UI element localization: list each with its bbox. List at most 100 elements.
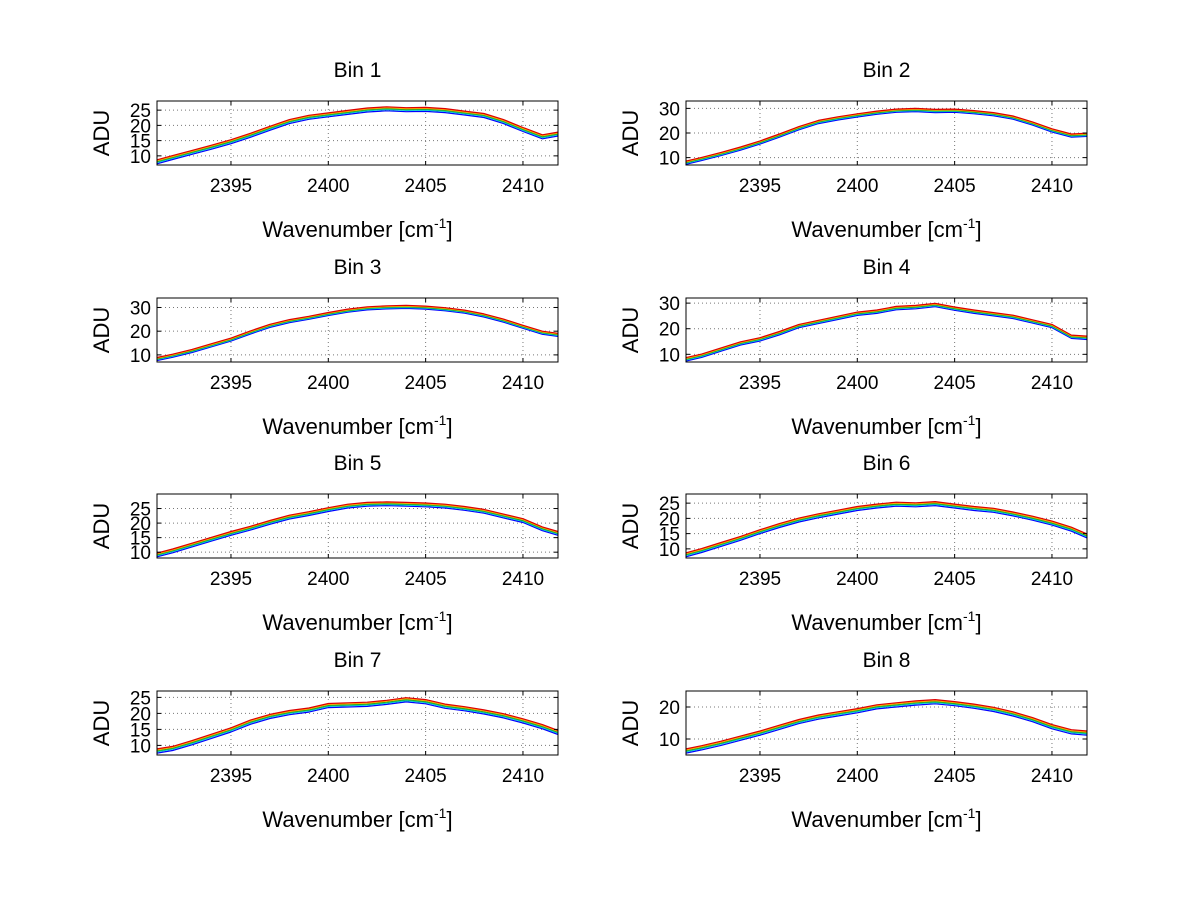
series-line-4 (685, 699, 1088, 751)
y-tick-label: 30 (659, 294, 680, 315)
y-tick-label: 20 (659, 509, 680, 530)
x-tick-label: 2410 (502, 766, 544, 787)
series-line-4 (685, 108, 1088, 163)
y-axis-label: ADU (89, 110, 114, 156)
y-tick-label: 25 (130, 500, 151, 521)
y-tick-label: 10 (130, 543, 151, 564)
series-line-5 (156, 501, 559, 554)
x-axis-label: Wavenumber [cm-1] (262, 805, 452, 832)
x-tick-label: 2405 (933, 766, 975, 787)
panel-3: 2395 2400 2405 2410 10 20 30 Bin 3 Wavenumber [c… (89, 256, 559, 439)
series-line-2 (156, 503, 559, 557)
y-tick-label: 25 (659, 494, 680, 515)
series-line-3 (156, 306, 559, 360)
y-tick-label: 20 (659, 698, 680, 719)
panel-title: Bin 3 (334, 256, 382, 279)
axes-frame (685, 493, 1088, 559)
x-axis-label: Wavenumber [cm-1] (262, 608, 452, 635)
panel-title: Bin 4 (863, 256, 911, 279)
x-tick-label: 2395 (739, 569, 781, 590)
series-line-3 (156, 107, 559, 163)
x-tick-label: 2405 (933, 373, 975, 394)
series-line-3 (685, 502, 1088, 556)
x-tick-label: 2395 (739, 373, 781, 394)
x-tick-label: 2400 (836, 373, 878, 394)
series-line-4 (156, 305, 559, 359)
panel-title: Bin 8 (863, 649, 911, 672)
panel-title: Bin 7 (334, 649, 382, 672)
x-tick-label: 2405 (933, 176, 975, 197)
series-line-2 (685, 503, 1088, 557)
series-line-5 (685, 107, 1088, 162)
series-line-3 (685, 304, 1088, 360)
x-tick-label: 2410 (502, 373, 544, 394)
y-tick-label: 15 (130, 529, 151, 550)
x-tick-label: 2400 (307, 766, 349, 787)
y-tick-label: 25 (130, 101, 151, 122)
axes-frame (156, 100, 559, 166)
series-line-5 (156, 106, 559, 161)
x-tick-label: 2410 (1031, 176, 1073, 197)
y-tick-label: 25 (130, 688, 151, 709)
x-tick-label: 2395 (210, 176, 252, 197)
axes-frame (685, 690, 1088, 756)
series-line-4 (156, 107, 559, 162)
series-line-1 (156, 701, 559, 754)
x-tick-label: 2400 (836, 766, 878, 787)
series-line-1 (685, 505, 1088, 558)
series-line-3 (156, 503, 559, 556)
y-tick-label: 10 (130, 736, 151, 757)
x-tick-label: 2395 (210, 569, 252, 590)
x-tick-label: 2400 (307, 373, 349, 394)
y-tick-label: 15 (130, 132, 151, 153)
x-axis-label: Wavenumber [cm-1] (262, 215, 452, 242)
series-line-3 (156, 698, 559, 752)
series-line-5 (685, 501, 1088, 554)
x-tick-label: 2395 (210, 766, 252, 787)
panel-2: 2395 2400 2405 2410 10 20 30 Bin 2 Wavenumber [c… (618, 59, 1088, 242)
series-line-2 (156, 699, 559, 753)
series-line-5 (685, 698, 1088, 750)
x-tick-label: 2405 (404, 176, 446, 197)
x-tick-label: 2395 (210, 373, 252, 394)
x-tick-label: 2395 (739, 766, 781, 787)
y-axis-label: ADU (89, 307, 114, 353)
series-line-1 (156, 110, 559, 165)
y-tick-label: 10 (130, 147, 151, 168)
x-tick-label: 2410 (502, 176, 544, 197)
x-tick-label: 2405 (404, 766, 446, 787)
y-axis-label: ADU (618, 307, 643, 353)
y-tick-label: 20 (130, 116, 151, 137)
x-tick-label: 2400 (836, 176, 878, 197)
x-tick-label: 2410 (502, 569, 544, 590)
panel-title: Bin 2 (863, 59, 911, 82)
series-line-4 (685, 303, 1088, 359)
series-line-5 (685, 302, 1088, 359)
panel-title: Bin 5 (334, 452, 382, 475)
x-axis-label: Wavenumber [cm-1] (791, 412, 981, 439)
series-line-2 (156, 108, 559, 164)
series-line-1 (685, 110, 1088, 165)
y-axis-label: ADU (618, 503, 643, 549)
panel-4: 2395 2400 2405 2410 10 20 30 Bin 4 Wavenumber [c… (618, 256, 1088, 439)
axes-frame (156, 690, 559, 756)
series-line-5 (156, 697, 559, 750)
series-line-2 (685, 109, 1088, 164)
y-tick-label: 20 (130, 514, 151, 535)
series-line-4 (156, 698, 559, 751)
y-tick-label: 10 (659, 540, 680, 561)
x-tick-label: 2405 (404, 569, 446, 590)
y-tick-label: 10 (659, 345, 680, 366)
series-line-2 (156, 306, 559, 361)
x-tick-label: 2400 (836, 569, 878, 590)
y-tick-label: 20 (130, 704, 151, 725)
axes-frame (685, 297, 1088, 363)
series-line-2 (685, 701, 1088, 753)
axes-frame (156, 493, 559, 559)
series-line-1 (685, 306, 1088, 362)
y-tick-label: 15 (130, 720, 151, 741)
series-line-1 (685, 703, 1088, 754)
